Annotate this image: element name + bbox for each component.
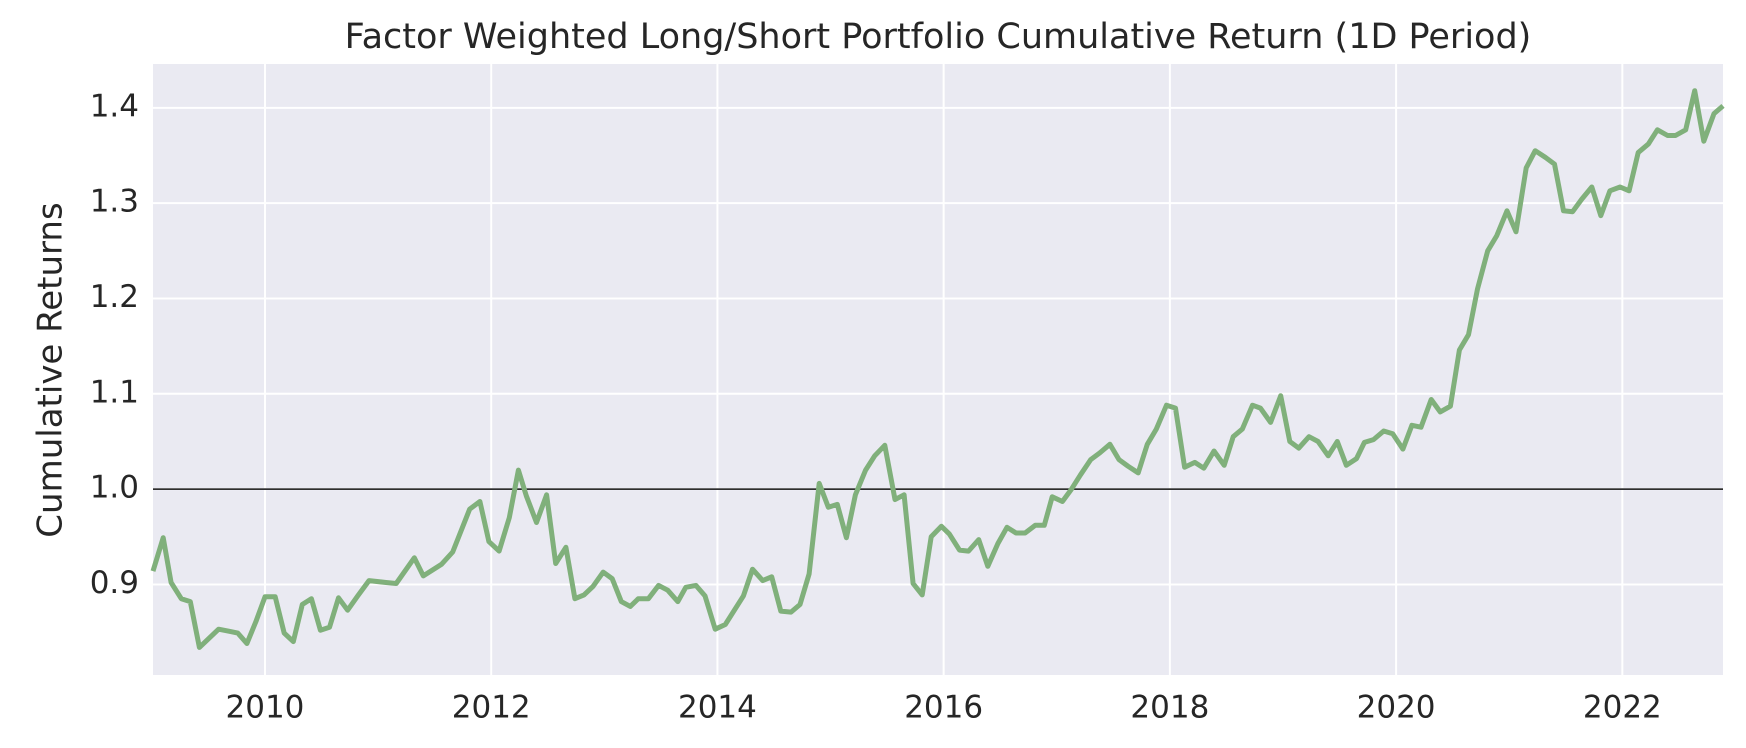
series-line [150,88,1725,650]
x-tick-label: 2020 [1357,690,1436,726]
x-tick-label: 2018 [1130,690,1209,726]
y-tick-label: 1.1 [90,374,139,410]
y-tick-label: 1.3 [90,184,139,220]
y-tick-label: 0.9 [90,565,139,601]
x-tick-label: 2016 [904,690,983,726]
x-tick-label: 2012 [452,690,531,726]
plot-area [153,64,1723,675]
x-tick-label: 2010 [226,690,305,726]
y-tick-label: 1.2 [90,279,139,315]
x-tick-label: 2014 [678,690,757,726]
chart-title: Factor Weighted Long/Short Portfolio Cum… [345,17,1532,57]
y-tick-label: 1.0 [90,470,139,506]
y-axis-label: Cumulative Returns [31,202,71,537]
y-tick-label: 1.4 [90,88,139,124]
x-tick-label: 2022 [1583,690,1662,726]
